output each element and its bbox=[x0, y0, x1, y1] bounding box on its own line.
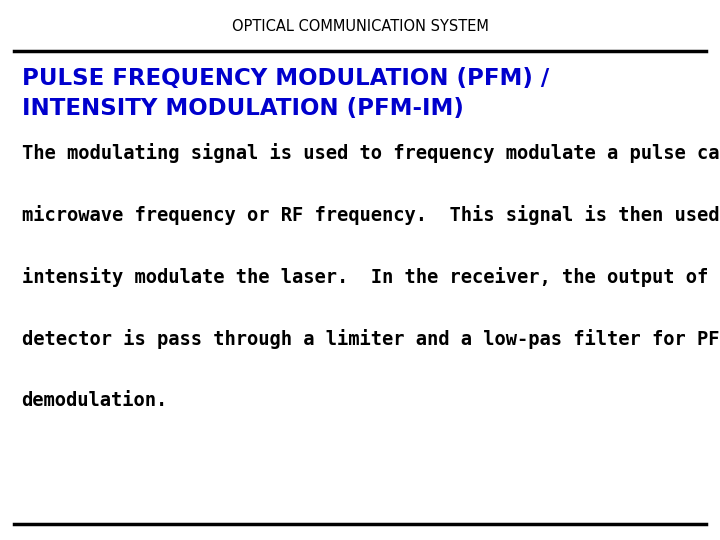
Text: PULSE FREQUENCY MODULATION (PFM) /: PULSE FREQUENCY MODULATION (PFM) / bbox=[22, 68, 549, 91]
Text: microwave frequency or RF frequency.  This signal is then used to: microwave frequency or RF frequency. Thi… bbox=[22, 205, 720, 225]
Text: OPTICAL COMMUNICATION SYSTEM: OPTICAL COMMUNICATION SYSTEM bbox=[232, 19, 488, 34]
Text: INTENSITY MODULATION (PFM-IM): INTENSITY MODULATION (PFM-IM) bbox=[22, 97, 464, 120]
Text: The modulating signal is used to frequency modulate a pulse carrier of: The modulating signal is used to frequen… bbox=[22, 143, 720, 163]
Text: intensity modulate the laser.  In the receiver, the output of the photo: intensity modulate the laser. In the rec… bbox=[22, 267, 720, 287]
Text: demodulation.: demodulation. bbox=[22, 392, 168, 410]
Text: detector is pass through a limiter and a low-pas filter for PFM: detector is pass through a limiter and a… bbox=[22, 329, 720, 349]
